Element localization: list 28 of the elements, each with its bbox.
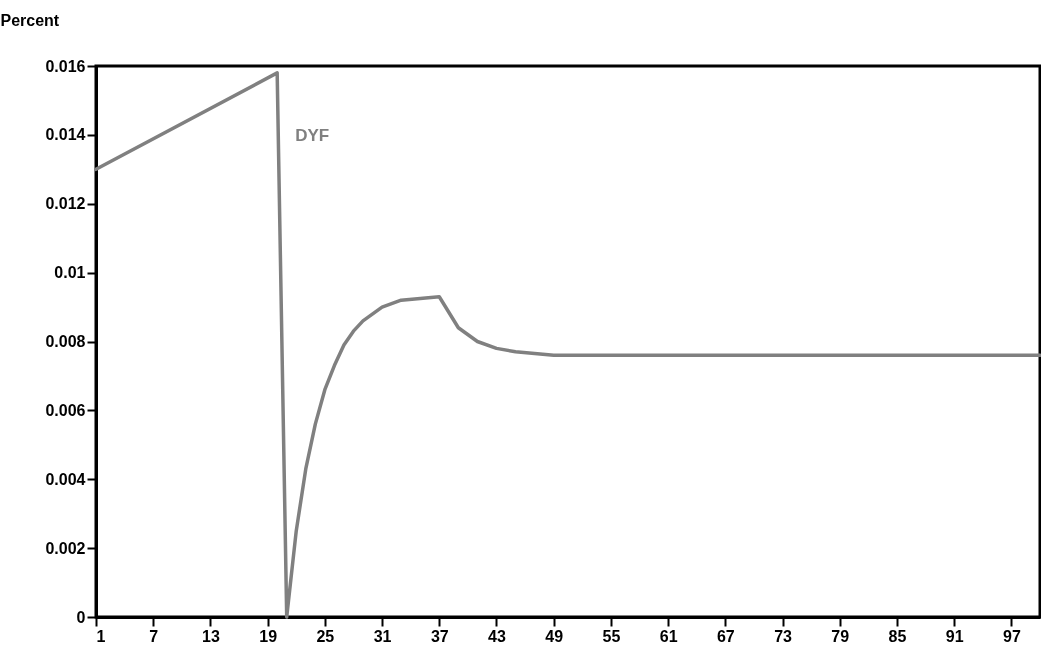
y-axis-title: Percent bbox=[0, 11, 60, 29]
x-tick-label: 73 bbox=[774, 627, 793, 645]
x-tick-label: 49 bbox=[545, 627, 564, 645]
x-tick-label: 97 bbox=[1003, 627, 1021, 645]
y-tick-label: 0.016 bbox=[45, 57, 86, 75]
series-label: DYF bbox=[295, 125, 330, 145]
x-tick-label: 31 bbox=[373, 627, 392, 645]
x-tick-label: 37 bbox=[430, 627, 449, 645]
y-tick-label: 0 bbox=[76, 608, 86, 626]
y-tick-label: 0.008 bbox=[45, 333, 86, 350]
y-tick-label: 0.006 bbox=[45, 401, 86, 419]
x-tick-label: 1 bbox=[96, 627, 106, 645]
x-tick-label: 85 bbox=[888, 627, 907, 645]
y-tick-label: 0.01 bbox=[54, 264, 86, 282]
x-tick-label: 67 bbox=[716, 627, 735, 645]
y-tick-label: 0.014 bbox=[45, 126, 86, 144]
y-tick-label: 0.012 bbox=[45, 195, 86, 213]
x-tick-label: 61 bbox=[659, 627, 678, 645]
x-tick-label: 79 bbox=[831, 627, 850, 645]
x-tick-label: 13 bbox=[202, 627, 220, 645]
x-tick-label: 43 bbox=[488, 627, 506, 645]
y-tick-label: 0.004 bbox=[45, 470, 86, 488]
x-tick-label: 55 bbox=[602, 627, 621, 645]
x-tick-label: 91 bbox=[945, 627, 964, 645]
x-tick-label: 25 bbox=[316, 627, 335, 645]
y-tick-label: 0.002 bbox=[45, 539, 86, 557]
x-tick-label: 7 bbox=[149, 627, 159, 645]
x-tick-label: 19 bbox=[259, 627, 278, 645]
